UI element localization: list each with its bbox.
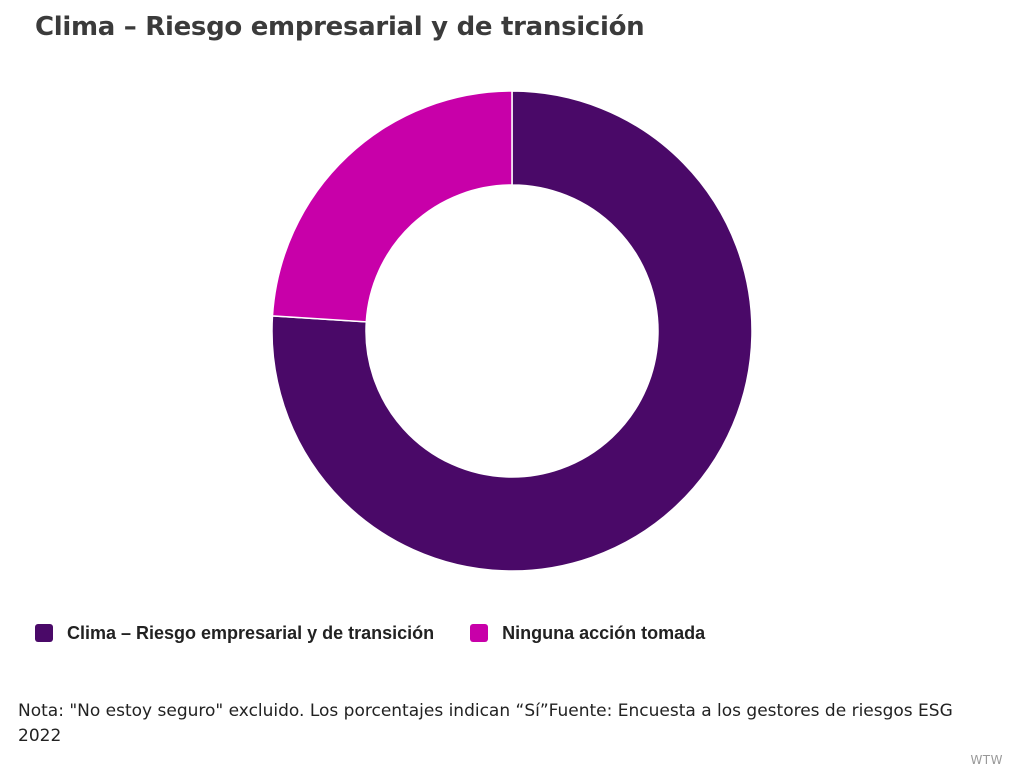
legend-swatch	[470, 624, 489, 642]
legend-item-2: Ninguna acción tomada	[470, 623, 705, 644]
legend: Clima – Riesgo empresarial y de transici…	[35, 620, 741, 646]
legend-label: Clima – Riesgo empresarial y de transici…	[67, 622, 435, 643]
donut-slice-1	[271, 90, 753, 572]
legend-item-1: Clima – Riesgo empresarial y de transici…	[35, 623, 434, 644]
donut-slice-2	[271, 90, 513, 323]
legend-label: Ninguna acción tomada	[502, 622, 706, 643]
brand-label: WTW	[970, 753, 1003, 767]
footnote: Nota: "No estoy seguro" excluido. Los po…	[18, 701, 953, 746]
chart-title: Clima – Riesgo empresarial y de transici…	[35, 12, 645, 42]
legend-swatch	[35, 624, 53, 642]
